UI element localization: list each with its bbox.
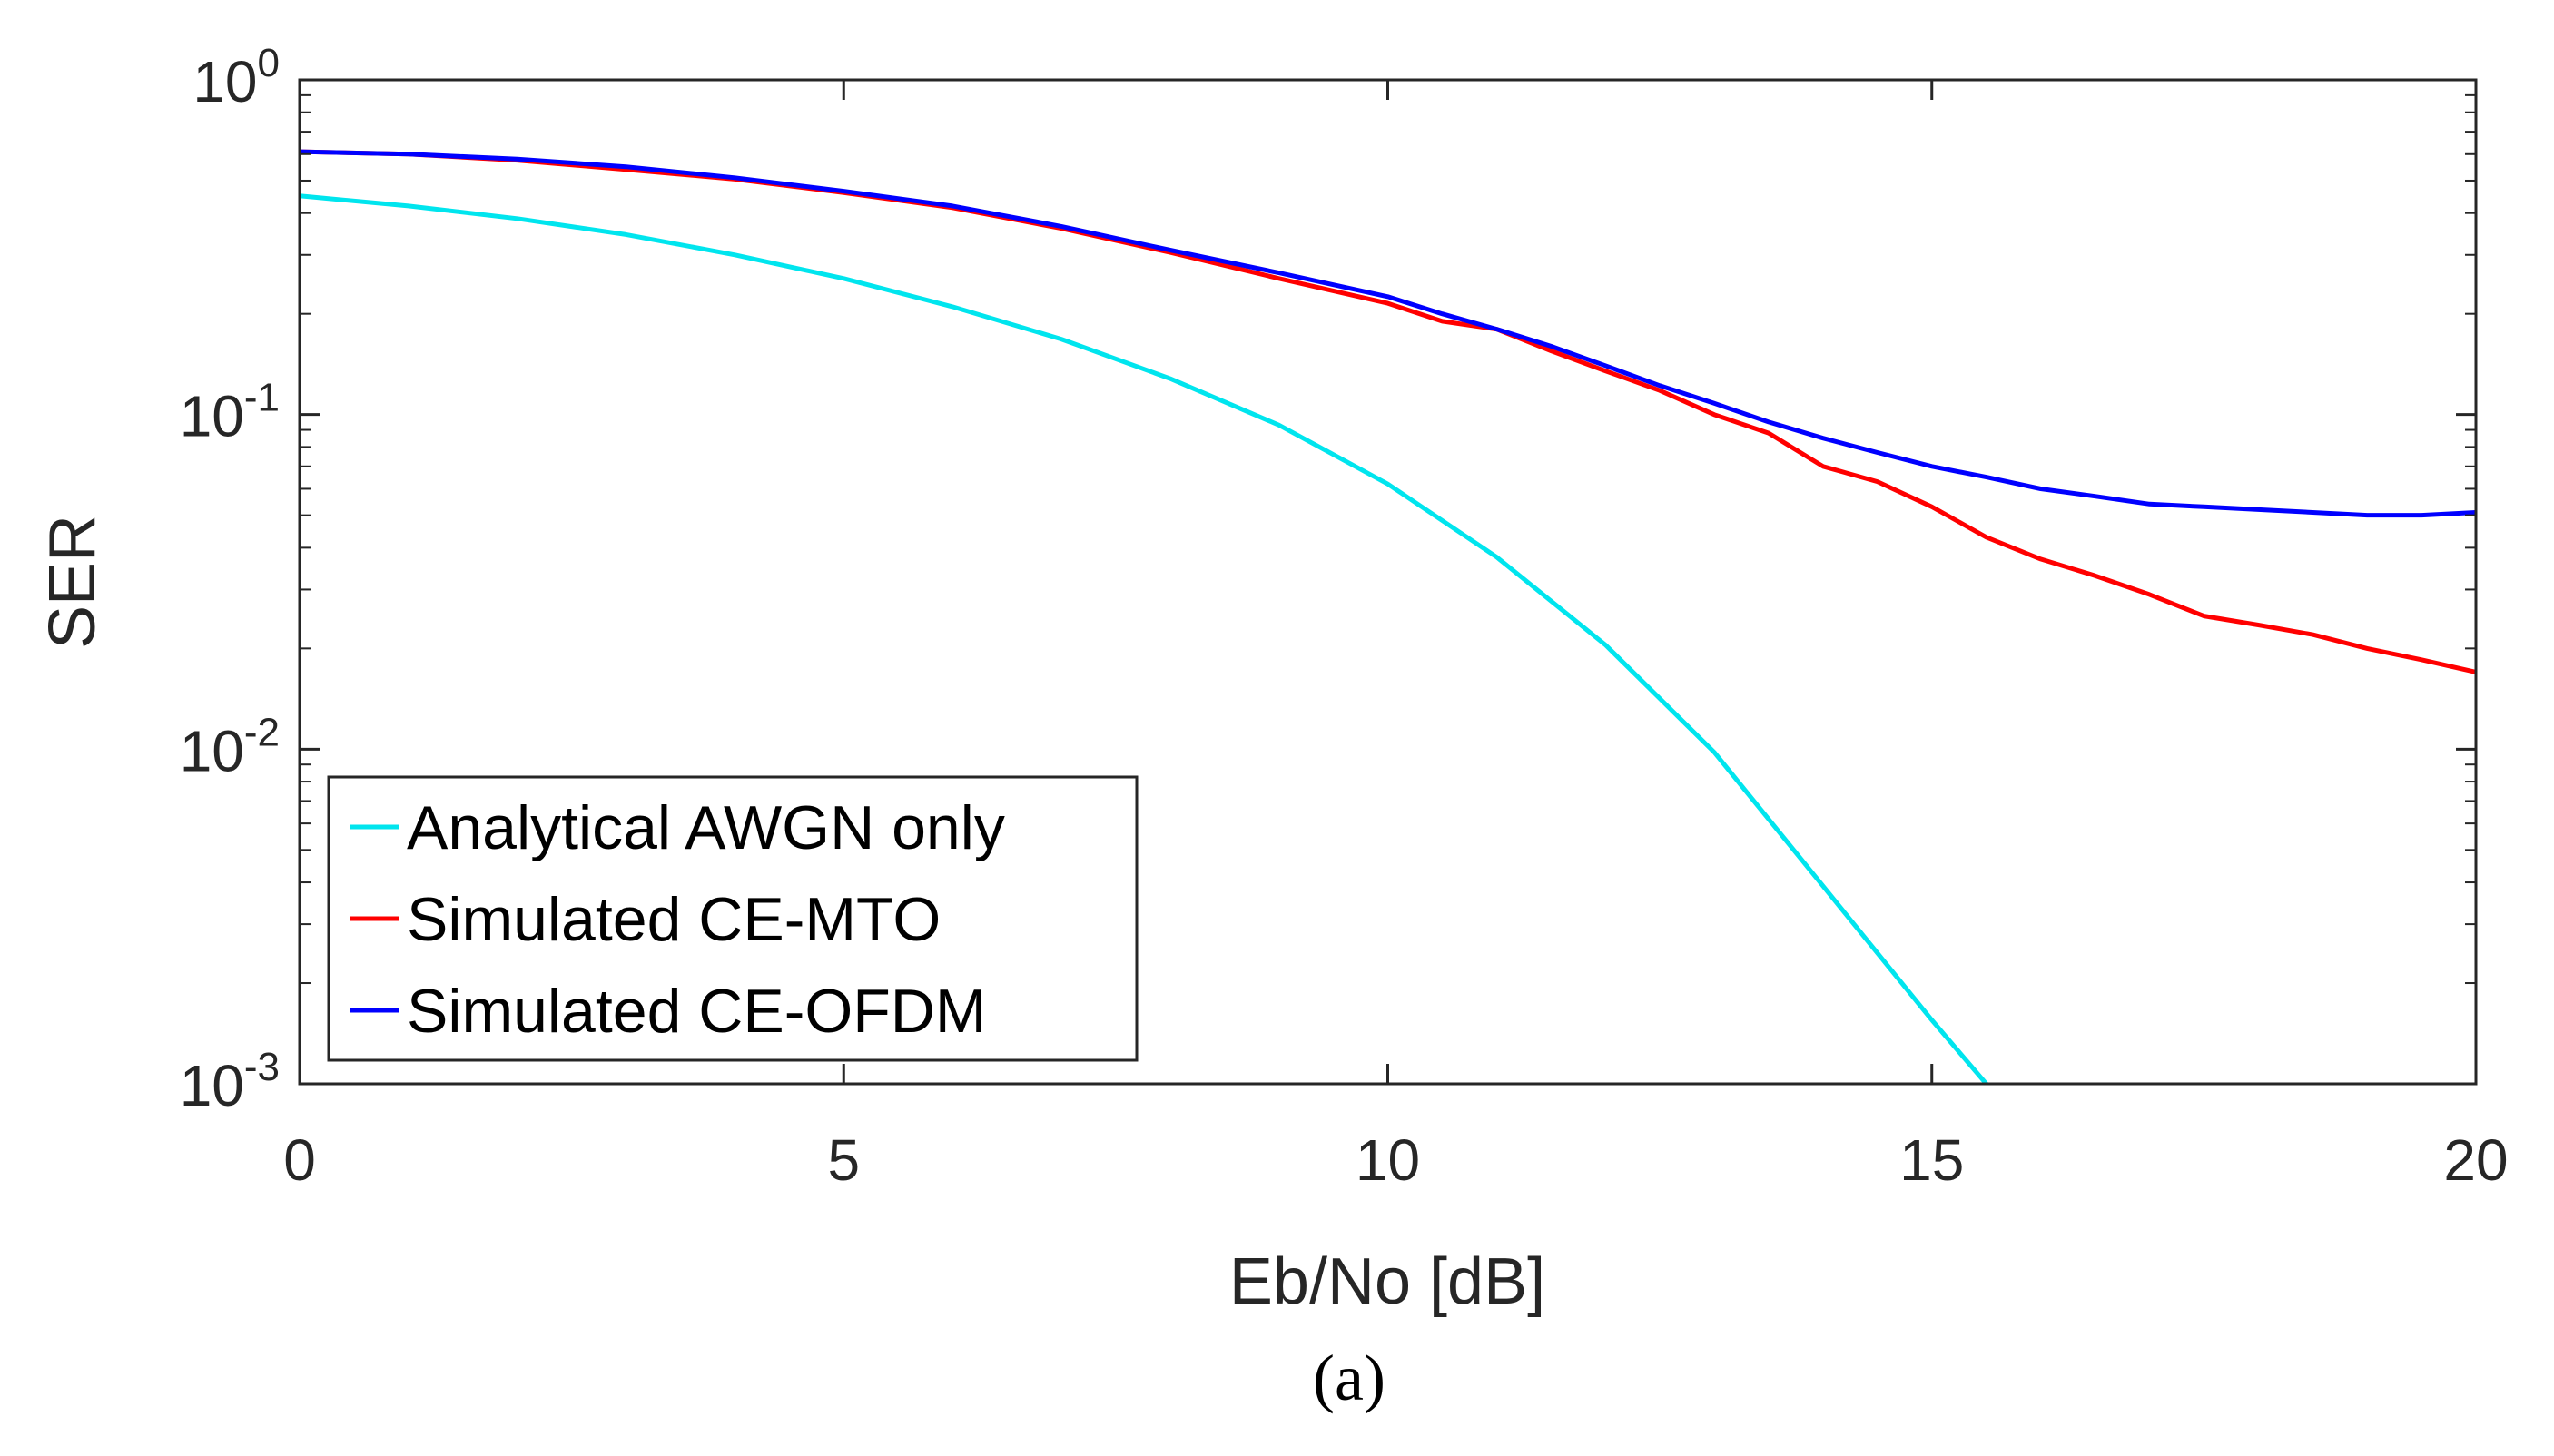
x-tick-label: 5 — [827, 1127, 860, 1193]
legend-box — [327, 775, 1139, 1062]
y-tick-label: 10-3 — [180, 1045, 280, 1118]
y-axis-label: SER — [36, 515, 109, 649]
legend: Analytical AWGN only Simulated CE-MTO Si… — [327, 775, 1139, 1062]
x-tick-label: 15 — [1899, 1127, 1964, 1193]
legend-label-ofdm: Simulated CE-OFDM — [407, 977, 987, 1046]
y-tick-labels: 100 10-1 10-2 10-3 — [180, 41, 280, 1118]
figure-caption: (a) — [1313, 1342, 1385, 1414]
series-layer — [299, 149, 2477, 1086]
ticks-layer — [298, 78, 2478, 1086]
legend-label-mto: Simulated CE-MTO — [407, 885, 941, 954]
y-tick-label: 100 — [192, 41, 280, 114]
x-tick-labels: 0 5 10 15 20 — [283, 1127, 2508, 1193]
x-axis-label: Eb/No [dB] — [1229, 1245, 1545, 1318]
x-tick-label: 20 — [2443, 1127, 2508, 1193]
y-tick-label: 10-1 — [180, 376, 280, 449]
y-tick-label: 10-2 — [180, 710, 280, 783]
legend-label-awgn: Analytical AWGN only — [407, 793, 1005, 862]
x-tick-label: 0 — [283, 1127, 316, 1193]
series-line-awgn — [299, 193, 1988, 1086]
x-tick-label: 10 — [1356, 1127, 1420, 1193]
series-line-ofdm — [299, 149, 2477, 518]
